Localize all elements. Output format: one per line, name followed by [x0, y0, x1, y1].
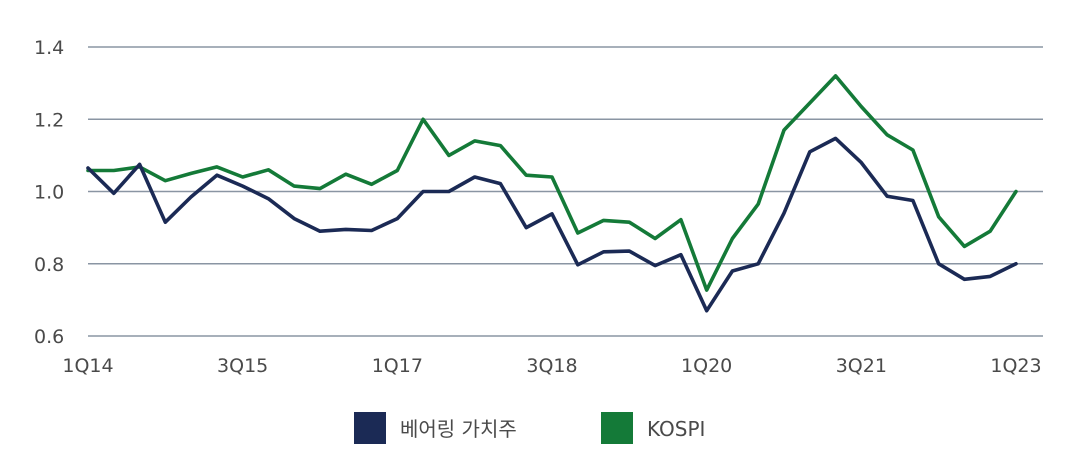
- x-tick-label: 3Q18: [526, 355, 577, 377]
- series-line-value-stocks: [86, 136, 1018, 313]
- y-axis-ticks: 0.6 0.8 1.0 1.2 1.4: [34, 37, 64, 348]
- x-tick-label: 1Q20: [681, 355, 732, 377]
- grid-lines: [88, 46, 1043, 337]
- y-tick-label: 0.6: [34, 326, 64, 348]
- series-line-kospi: [86, 74, 1018, 292]
- x-tick-label: 1Q17: [372, 355, 423, 377]
- y-tick-label: 1.0: [34, 182, 64, 204]
- legend: 베어링 가치주 KOSPI: [354, 412, 705, 444]
- x-tick-label: 1Q23: [990, 355, 1041, 377]
- legend-swatch-kospi: [601, 412, 633, 444]
- x-tick-label: 1Q14: [62, 355, 113, 377]
- y-tick-label: 1.4: [34, 37, 64, 59]
- x-tick-label: 3Q21: [836, 355, 887, 377]
- legend-swatch-value-stocks: [354, 412, 386, 444]
- legend-label-value-stocks: 베어링 가치주: [400, 417, 517, 441]
- x-tick-label: 3Q15: [217, 355, 268, 377]
- x-axis-ticks: 1Q14 3Q15 1Q17 3Q18 1Q20 3Q21 1Q23: [62, 355, 1041, 377]
- y-tick-label: 1.2: [34, 109, 64, 131]
- series-lines: [86, 74, 1018, 313]
- legend-label-kospi: KOSPI: [647, 417, 705, 441]
- y-tick-label: 0.8: [34, 254, 64, 276]
